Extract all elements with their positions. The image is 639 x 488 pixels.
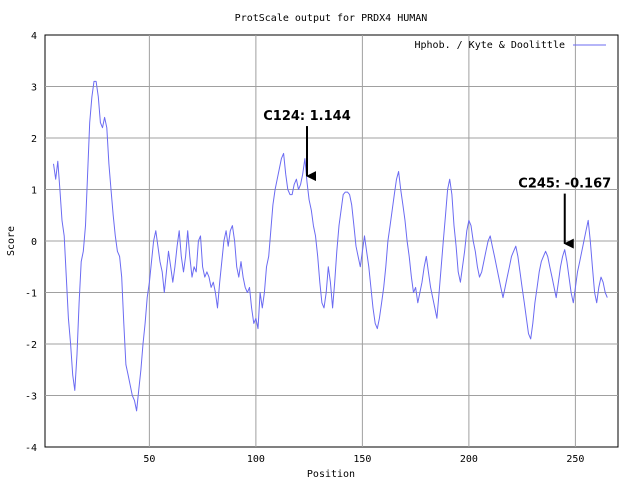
y-tick-label: 0: [31, 237, 37, 248]
y-tick-label: -2: [25, 340, 37, 351]
grid-lines: [45, 35, 618, 447]
y-tick-label: 1: [31, 186, 37, 197]
x-tick-label: 100: [247, 454, 265, 465]
y-tick-label: 4: [31, 31, 37, 42]
legend: Hphob. / Kyte & Doolittle: [414, 40, 606, 51]
chart-title: ProtScale output for PRDX4 HUMAN: [235, 13, 428, 24]
hydrophobicity-series-line: [53, 80, 608, 412]
x-tick-label: 200: [460, 454, 478, 465]
axis-ticks: 50 100 150 200 250 -4 -3 -2 -1 0 1 2 3 4: [25, 31, 584, 465]
y-tick-label: -1: [25, 289, 37, 300]
annotation-label: C124: 1.144: [263, 109, 351, 124]
y-tick-label: 3: [31, 83, 37, 94]
y-tick-label: 2: [31, 134, 37, 145]
y-tick-label: -3: [25, 392, 37, 403]
annotations: C124: 1.144 C245: -0.167: [263, 109, 611, 249]
y-tick-label: -4: [25, 443, 37, 454]
legend-label: Hphob. / Kyte & Doolittle: [414, 40, 565, 51]
annotation-label: C245: -0.167: [518, 177, 611, 192]
x-tick-label: 50: [143, 454, 155, 465]
x-tick-label: 250: [566, 454, 584, 465]
y-axis-label: Score: [6, 226, 17, 256]
series-layer: [53, 80, 608, 412]
x-axis-label: Position: [307, 469, 355, 480]
x-tick-label: 150: [353, 454, 371, 465]
